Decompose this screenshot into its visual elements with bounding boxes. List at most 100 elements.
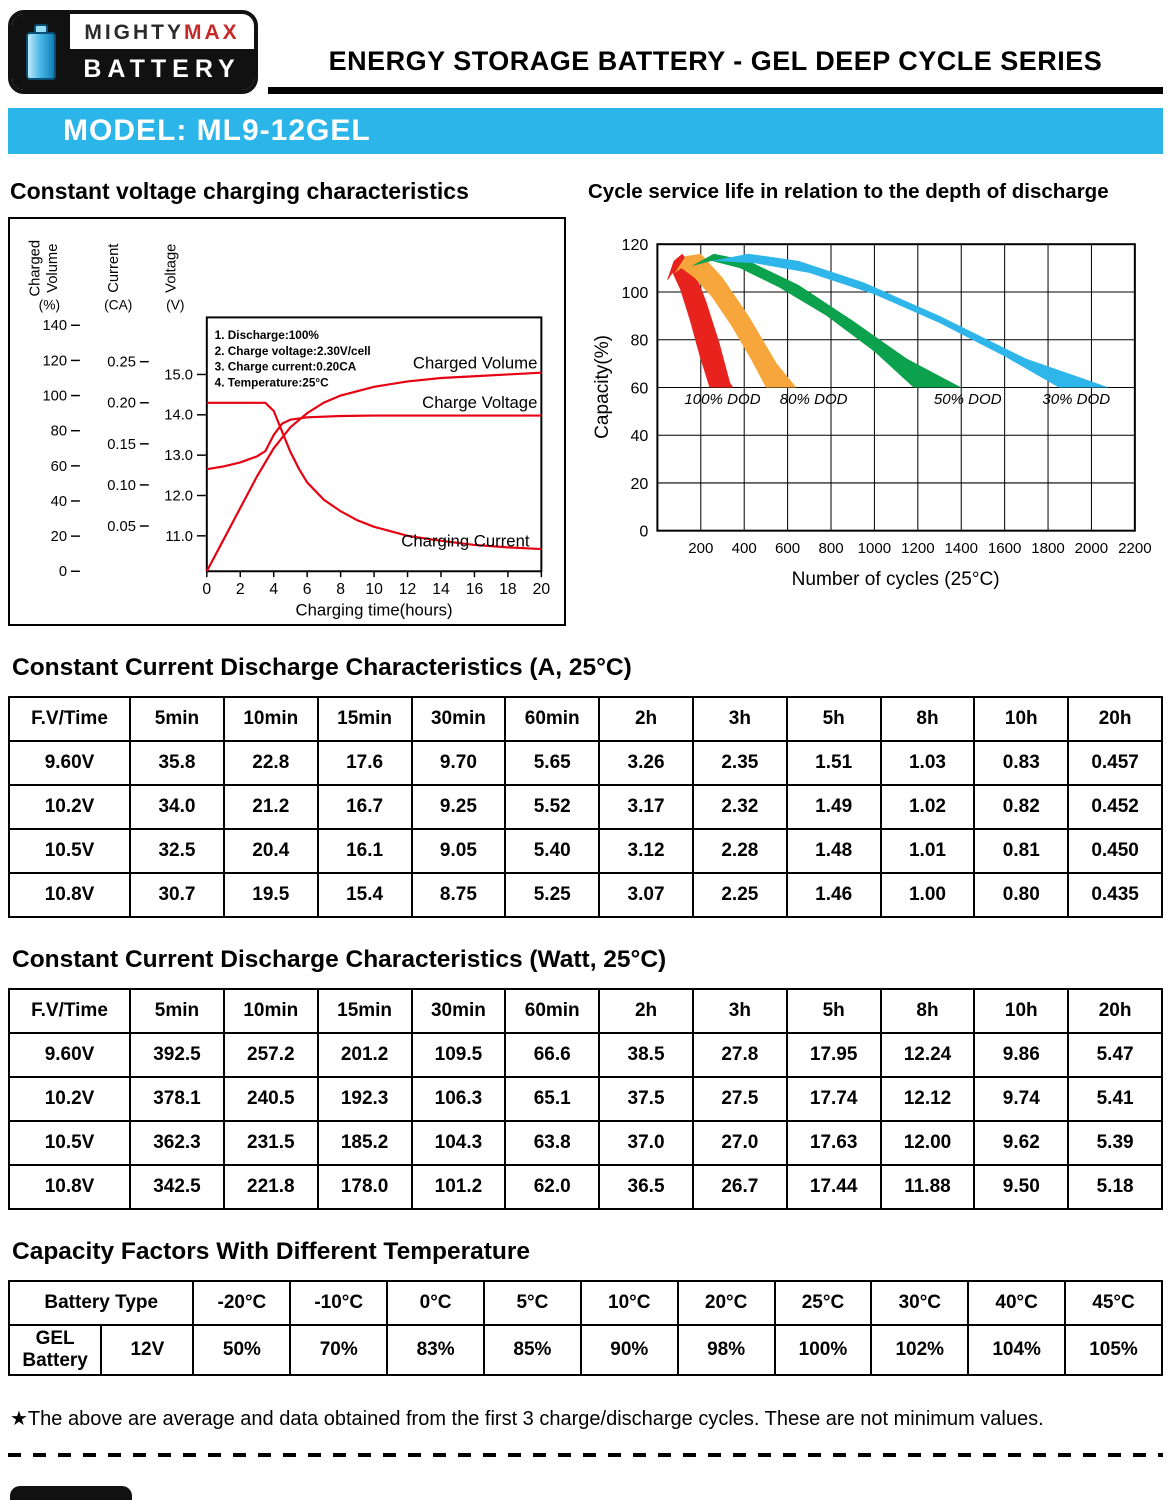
- svg-text:20: 20: [630, 475, 648, 493]
- table-row: 10.5V 362.3 231.5 185.2 104.3 63.8 37.0 27.0 17.…: [7, 1120, 1163, 1167]
- svg-text:0: 0: [639, 523, 648, 541]
- svg-text:80% DOD: 80% DOD: [780, 391, 848, 408]
- table-cell: 15.4: [316, 872, 413, 919]
- svg-text:16: 16: [466, 581, 484, 598]
- svg-text:4: 4: [269, 581, 278, 598]
- row-header: 10.2V: [7, 784, 132, 831]
- table-cell: 16.1: [316, 828, 413, 875]
- table-cell: 63.8: [504, 1120, 601, 1167]
- column-header: 60min: [504, 696, 601, 743]
- table-cell: 257.2: [222, 1032, 319, 1079]
- svg-text:4. Temperature:25°C: 4. Temperature:25°C: [215, 375, 329, 389]
- table-cell: 21.2: [222, 784, 319, 831]
- table-cell: 9.05: [410, 828, 507, 875]
- footnote: ★The above are average and data obtained…: [10, 1408, 1044, 1431]
- table-cell: 240.5: [222, 1076, 319, 1123]
- table-cell: 38.5: [598, 1032, 694, 1079]
- svg-text:80: 80: [630, 332, 648, 350]
- table-cell: 11.88: [879, 1164, 976, 1211]
- brand-name-max: MAX: [184, 21, 240, 44]
- table-cell: 19.5: [222, 872, 319, 919]
- column-header: 2h: [598, 696, 694, 743]
- table-cell: 12.00: [879, 1120, 976, 1167]
- svg-text:3. Charge current:0.20CA: 3. Charge current:0.20CA: [215, 360, 357, 374]
- column-header: 5h: [785, 988, 882, 1035]
- table-cell: 2.25: [691, 872, 788, 919]
- svg-text:14: 14: [432, 581, 450, 598]
- brand-name-bottom: BATTERY: [70, 49, 254, 90]
- data-table: F.V/Time 5min 10min 15min 30min 60min 2h 3h 5h 8h…: [7, 988, 1163, 1211]
- column-header: 40°C: [967, 1280, 1067, 1327]
- table-cell: 1.51: [785, 740, 882, 787]
- svg-text:600: 600: [775, 540, 800, 557]
- svg-text:1400: 1400: [944, 540, 978, 557]
- column-header: 5min: [129, 696, 225, 743]
- table-cell: 9.62: [973, 1120, 1070, 1167]
- svg-text:14.0: 14.0: [164, 408, 193, 424]
- table-cell: 105%: [1064, 1324, 1163, 1377]
- table-cell: 106.3: [410, 1076, 507, 1123]
- brand-logo: MIGHTYMAX BATTERY: [8, 10, 258, 94]
- column-header: F.V/Time: [7, 988, 132, 1035]
- table-cell: 9.86: [973, 1032, 1070, 1079]
- svg-text:18: 18: [499, 581, 517, 598]
- table-cell: 231.5: [222, 1120, 319, 1167]
- svg-text:Charge Voltage: Charge Voltage: [422, 393, 537, 412]
- svg-text:30% DOD: 30% DOD: [1042, 391, 1110, 408]
- table-cell: 5.41: [1067, 1076, 1163, 1123]
- table-cell: 17.44: [785, 1164, 882, 1211]
- svg-text:0.25: 0.25: [107, 355, 136, 371]
- table-cell: 34.0: [129, 784, 225, 831]
- model-banner: MODEL: ML9-12GEL: [8, 108, 1163, 154]
- svg-text:1. Discharge:100%: 1. Discharge:100%: [215, 328, 320, 342]
- discharge-a-title: Constant Current Discharge Characteristi…: [12, 654, 632, 682]
- svg-text:100: 100: [42, 388, 67, 404]
- table-cell: 0.435: [1067, 872, 1163, 919]
- series-title-wrap: ENERGY STORAGE BATTERY - GEL DEEP CYCLE …: [268, 46, 1163, 94]
- table-row: 10.2V 34.0 21.2 16.7 9.25 5.52 3.17 2.32 1.49 1.0…: [7, 784, 1163, 831]
- table-cell: 0.452: [1067, 784, 1163, 831]
- table-cell: 100%: [773, 1324, 873, 1377]
- svg-text:Volume: Volume: [45, 244, 61, 293]
- svg-text:200: 200: [688, 540, 713, 557]
- table-cell: 0.457: [1067, 740, 1163, 787]
- table-cell: 5.18: [1067, 1164, 1163, 1211]
- column-header: 25°C: [773, 1280, 873, 1327]
- column-header: 10h: [973, 696, 1070, 743]
- svg-text:60: 60: [51, 459, 67, 475]
- data-table: F.V/Time 5min 10min 15min 30min 60min 2h 3h 5h 8h…: [7, 696, 1163, 919]
- table-cell: 1.02: [879, 784, 976, 831]
- column-header: -20°C: [192, 1280, 292, 1327]
- table-cell: 192.3: [316, 1076, 413, 1123]
- table-cell: 5.39: [1067, 1120, 1163, 1167]
- table-cell: 0.450: [1067, 828, 1163, 875]
- model-number: MODEL: ML9-12GEL: [63, 114, 371, 147]
- column-header: 10min: [222, 988, 319, 1035]
- table-cell: 27.0: [691, 1120, 788, 1167]
- svg-text:2: 2: [236, 581, 245, 598]
- table-cell: 50%: [192, 1324, 292, 1377]
- table-cell: 2.32: [691, 784, 788, 831]
- table-cell: 0.83: [973, 740, 1070, 787]
- dashed-divider: [8, 1453, 1163, 1458]
- column-header: 10min: [222, 696, 319, 743]
- table-cell: 17.63: [785, 1120, 882, 1167]
- svg-text:120: 120: [622, 236, 649, 254]
- table-cell: 2.28: [691, 828, 788, 875]
- svg-text:20: 20: [533, 581, 551, 598]
- svg-text:2000: 2000: [1075, 540, 1109, 557]
- table-cell: 362.3: [129, 1120, 225, 1167]
- capacity-factors-title: Capacity Factors With Different Temperat…: [12, 1238, 531, 1266]
- table-cell: 90%: [579, 1324, 679, 1377]
- battery-cap-icon: [34, 24, 48, 32]
- column-header: 15min: [316, 988, 413, 1035]
- table-cell: 12V: [100, 1324, 195, 1377]
- svg-text:1000: 1000: [858, 540, 892, 557]
- table-cell: 5.52: [504, 784, 601, 831]
- svg-text:12: 12: [399, 581, 417, 598]
- table-cell: 32.5: [129, 828, 225, 875]
- svg-text:6: 6: [303, 581, 312, 598]
- table-row: 10.2V 378.1 240.5 192.3 106.3 65.1 37.5 27.5 17.…: [7, 1076, 1163, 1123]
- svg-text:2. Charge voltage:2.30V/cell: 2. Charge voltage:2.30V/cell: [215, 344, 371, 358]
